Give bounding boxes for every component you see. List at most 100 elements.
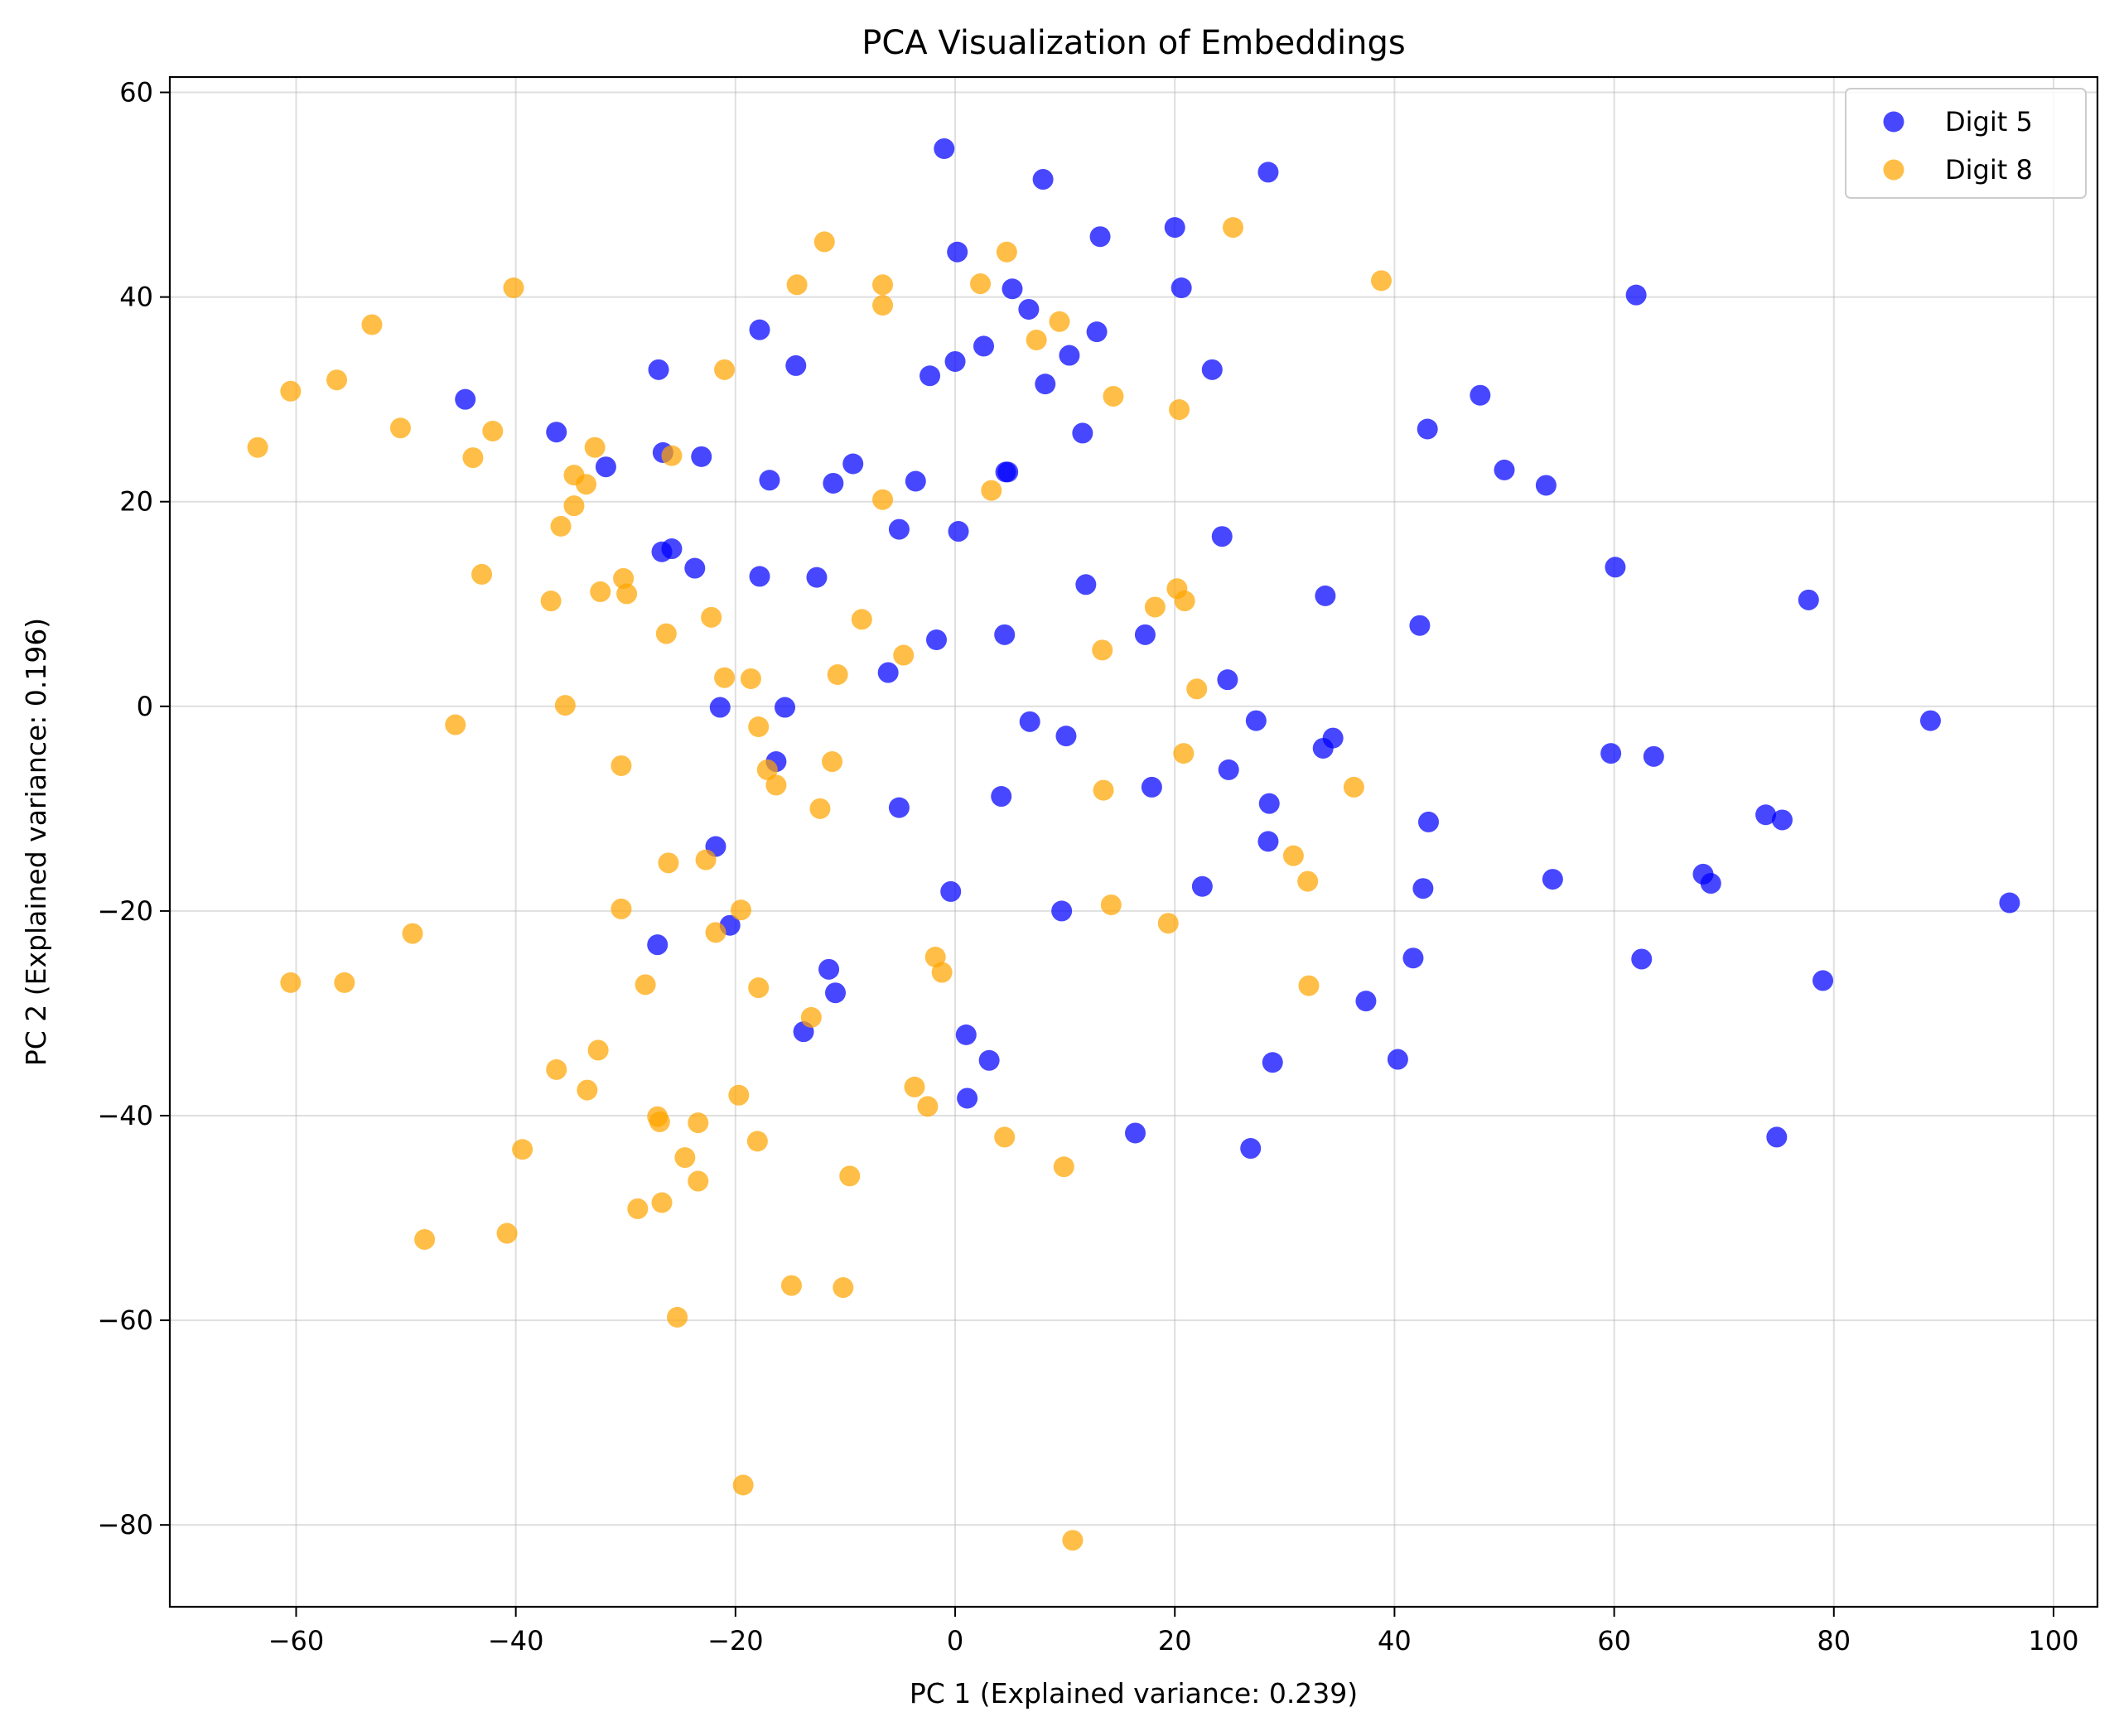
data-point bbox=[1600, 743, 1622, 764]
data-point bbox=[326, 369, 348, 391]
data-point bbox=[1240, 1138, 1262, 1160]
data-point bbox=[550, 515, 572, 537]
data-point bbox=[584, 436, 606, 458]
data-point bbox=[587, 1039, 609, 1061]
data-point bbox=[748, 977, 770, 999]
data-point bbox=[740, 668, 761, 689]
data-point bbox=[590, 581, 611, 602]
data-point bbox=[1355, 991, 1377, 1012]
data-point bbox=[1257, 831, 1279, 852]
data-point bbox=[756, 759, 778, 780]
data-point bbox=[1191, 875, 1213, 897]
data-point bbox=[1605, 557, 1626, 578]
data-point bbox=[688, 1112, 709, 1134]
data-point bbox=[1018, 298, 1040, 320]
data-point bbox=[947, 241, 968, 263]
data-point bbox=[280, 380, 302, 402]
data-point bbox=[1370, 270, 1392, 292]
data-point bbox=[978, 1049, 1000, 1071]
plot-frame bbox=[168, 75, 2099, 1608]
data-point bbox=[1103, 385, 1124, 407]
data-point bbox=[888, 797, 910, 818]
data-point bbox=[512, 1139, 533, 1160]
data-point bbox=[1418, 811, 1440, 832]
data-point bbox=[1086, 321, 1108, 343]
x-tick-label: 80 bbox=[1817, 1625, 1851, 1656]
data-point bbox=[1297, 870, 1319, 892]
data-point bbox=[414, 1228, 436, 1250]
data-point bbox=[955, 1024, 977, 1045]
data-point bbox=[759, 470, 780, 491]
data-point bbox=[786, 274, 808, 296]
data-point bbox=[1072, 422, 1093, 444]
data-point bbox=[981, 480, 1002, 501]
data-point bbox=[827, 664, 848, 686]
data-point bbox=[701, 606, 722, 628]
y-axis-label: PC 2 (Explained variance: 0.196) bbox=[20, 618, 52, 1066]
data-point bbox=[546, 1058, 567, 1080]
data-point bbox=[749, 566, 770, 587]
y-tick-label: −60 bbox=[97, 1304, 153, 1336]
data-point bbox=[445, 714, 466, 735]
data-point bbox=[1049, 311, 1070, 332]
series-0 bbox=[455, 137, 2020, 1160]
data-point bbox=[1312, 737, 1334, 759]
data-point bbox=[546, 422, 567, 443]
data-point bbox=[749, 319, 770, 340]
data-point bbox=[940, 880, 962, 902]
data-point bbox=[1245, 710, 1267, 731]
data-point bbox=[1542, 869, 1563, 890]
data-point bbox=[842, 453, 864, 475]
data-point bbox=[1282, 845, 1304, 866]
data-point bbox=[1298, 975, 1320, 996]
legend-marker bbox=[1883, 111, 1904, 133]
data-point bbox=[714, 359, 736, 380]
data-point bbox=[1999, 892, 2020, 914]
data-point bbox=[1631, 948, 1653, 970]
data-point bbox=[1494, 459, 1515, 480]
data-point bbox=[651, 1192, 673, 1213]
y-tick-label: −40 bbox=[97, 1100, 153, 1131]
scatter-points bbox=[247, 137, 2020, 1551]
data-point bbox=[1026, 330, 1047, 351]
data-point bbox=[917, 1096, 939, 1117]
y-axis-ticks: 60 40 20 0 −20 −40 −60 −80 bbox=[97, 77, 170, 1541]
data-point bbox=[1262, 1052, 1283, 1073]
data-point bbox=[748, 716, 770, 738]
data-point bbox=[1766, 1126, 1788, 1148]
data-point bbox=[1535, 475, 1557, 496]
data-point bbox=[674, 1147, 696, 1169]
data-point bbox=[746, 1131, 768, 1152]
data-point bbox=[893, 644, 915, 666]
data-point bbox=[877, 662, 899, 683]
data-point bbox=[635, 974, 656, 996]
data-point bbox=[813, 231, 835, 253]
data-point bbox=[1169, 399, 1190, 421]
x-axis-ticks: −60 −40 −20 0 20 40 60 80 100 bbox=[268, 1607, 2079, 1656]
data-point bbox=[872, 274, 894, 296]
data-point bbox=[402, 923, 423, 944]
x-tick-label: 60 bbox=[1597, 1625, 1631, 1656]
data-point bbox=[1798, 589, 1819, 610]
data-point bbox=[904, 1076, 925, 1097]
data-point bbox=[872, 489, 894, 510]
data-point bbox=[471, 563, 493, 585]
legend-box bbox=[1845, 88, 2087, 199]
data-point bbox=[1470, 384, 1491, 406]
data-point bbox=[1258, 793, 1280, 814]
data-point bbox=[944, 350, 966, 372]
data-point bbox=[647, 934, 669, 956]
data-point bbox=[872, 295, 894, 316]
data-point bbox=[688, 1170, 709, 1192]
data-point bbox=[280, 972, 302, 993]
data-point bbox=[1402, 948, 1424, 969]
data-point bbox=[1032, 169, 1054, 190]
data-point bbox=[661, 445, 683, 466]
data-point bbox=[765, 774, 787, 796]
grid-lines bbox=[170, 77, 2097, 1607]
data-point bbox=[1053, 1156, 1074, 1178]
data-point bbox=[611, 755, 632, 776]
data-point bbox=[1771, 809, 1793, 831]
data-point bbox=[1089, 226, 1111, 248]
